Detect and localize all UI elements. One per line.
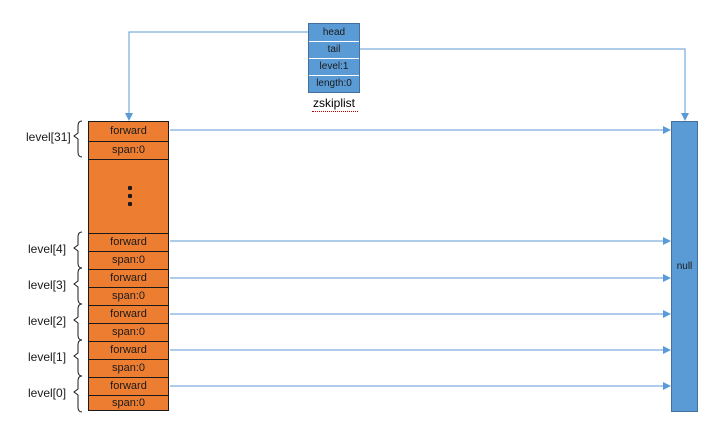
zskiplist-field-tail: tail (309, 41, 359, 59)
null-label: null (676, 261, 693, 272)
null-node (671, 121, 698, 412)
zskiplist-struct: head tail level:1 length:0 (308, 23, 360, 93)
zskiplist-field-level: level:1 (309, 58, 359, 76)
ellipsis-dot (128, 194, 132, 198)
ellipsis-dot (128, 186, 132, 190)
zskiplist-field-length: length:0 (316, 78, 352, 89)
bracket-level2 (73, 303, 83, 341)
level31-forward-cell: forward (110, 125, 147, 137)
level-label-3: level[3] (28, 278, 67, 292)
level31-span-cell: span:0 (89, 141, 168, 160)
bracket-level3 (73, 267, 83, 305)
tail-pointer-arrow (360, 48, 689, 121)
level1-forward-cell: forward (89, 341, 168, 360)
level4-span-cell: span:0 (89, 251, 168, 270)
level2-span-cell: span:0 (89, 323, 168, 342)
header-ellipsis-region (89, 159, 168, 234)
level3-span-cell: span:0 (89, 287, 168, 306)
header-node: forward span:0 forward span:0 forward sp… (88, 121, 169, 411)
head-pointer-arrow (125, 31, 308, 121)
level-label-31: level[31] (26, 130, 71, 144)
level2-forward-cell: forward (89, 305, 168, 324)
bracket-level4 (73, 231, 83, 269)
bracket-level1 (73, 339, 83, 377)
level-label-1: level[1] (28, 350, 67, 364)
level0-span-cell: span:0 (89, 395, 168, 411)
zskiplist-label-underline (312, 111, 358, 112)
level-label-2: level[2] (28, 314, 67, 328)
level-label-0: level[0] (28, 386, 67, 400)
ellipsis-dot (128, 202, 132, 206)
bracket-level0 (73, 375, 83, 413)
level4-forward-cell: forward (89, 233, 168, 252)
zskiplist-label: zskiplist (312, 96, 355, 110)
level-label-4: level[4] (28, 242, 67, 256)
zskiplist-field-head: head (309, 24, 359, 42)
level3-forward-cell: forward (89, 269, 168, 288)
level1-span-cell: span:0 (89, 359, 168, 378)
bracket-level31 (73, 120, 83, 158)
level0-forward-cell: forward (89, 377, 168, 396)
